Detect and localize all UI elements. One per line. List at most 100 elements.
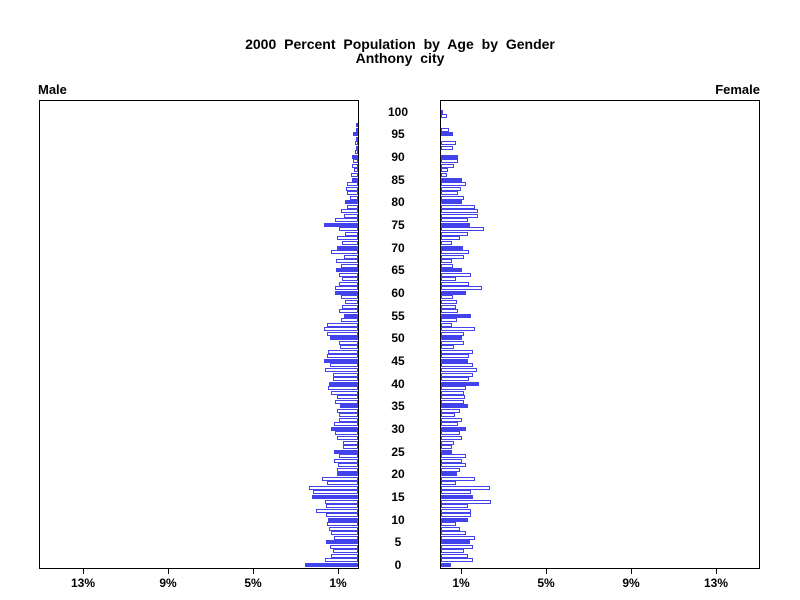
female-bar-age-31	[441, 422, 458, 427]
male-bar-age-68	[344, 254, 358, 259]
male-bar-age-3	[333, 549, 358, 554]
male-bar-age-2	[331, 553, 358, 558]
female-bar-age-63	[441, 277, 456, 282]
female-bar-age-8	[441, 526, 460, 531]
male-bar-age-67	[336, 259, 358, 264]
female-bar-age-36	[441, 399, 464, 404]
female-bar-age-88	[441, 163, 454, 168]
male-bar-age-0	[305, 563, 358, 567]
male-bar-age-32	[339, 417, 358, 422]
female-bar-age-83	[441, 186, 461, 191]
male-bar-age-51	[327, 331, 358, 336]
male-bar-age-58	[345, 299, 358, 304]
male-bar-age-41	[333, 377, 358, 382]
male-bar-age-15	[312, 494, 358, 499]
male-bar-age-17	[309, 485, 358, 490]
female-panel-label: Female	[715, 82, 760, 97]
male-bar-age-33	[339, 413, 358, 418]
female-bar-age-69	[441, 250, 469, 255]
age-tick-label-85: 85	[391, 172, 405, 187]
female-bar-age-49	[441, 340, 464, 345]
female-bar-age-14	[441, 499, 491, 504]
male-bar-age-69	[331, 250, 358, 255]
male-bar-age-48	[340, 345, 358, 350]
male-bar-age-77	[344, 213, 358, 218]
male-bar-age-72	[337, 236, 358, 241]
male-bar-age-64	[339, 272, 358, 277]
female-bar-age-25	[441, 449, 452, 454]
female-bar-age-60	[441, 290, 466, 295]
female-tick-label-1: 1%	[452, 576, 470, 590]
female-bar-age-30	[441, 426, 466, 431]
female-bar-age-62	[441, 281, 469, 286]
male-bar-age-83	[346, 186, 358, 191]
female-bar-age-2	[441, 553, 468, 558]
age-tick-label-10: 10	[391, 512, 405, 527]
male-bar-age-35	[340, 404, 358, 409]
male-bar-age-8	[329, 526, 358, 531]
male-bar-age-55	[344, 313, 358, 318]
female-bar-age-4	[441, 544, 473, 549]
male-bar-age-4	[330, 544, 358, 549]
female-bar-age-80	[441, 200, 462, 205]
male-bar-age-7	[331, 531, 358, 536]
female-bar-age-58	[441, 299, 457, 304]
male-bar-age-52	[324, 327, 358, 332]
male-bar-age-5	[326, 540, 358, 545]
age-tick-label-35: 35	[391, 399, 405, 414]
male-bar-age-13	[326, 504, 358, 509]
male-tick-mark-9	[168, 569, 169, 574]
female-bar-age-74	[441, 227, 484, 232]
female-bar-age-34	[441, 408, 460, 413]
female-bar-age-19	[441, 476, 475, 481]
female-bar-age-12	[441, 508, 471, 513]
male-bar-age-26	[343, 445, 358, 450]
female-bar-age-65	[441, 268, 462, 273]
male-bar-age-85	[352, 177, 358, 182]
male-bar-age-27	[343, 440, 358, 445]
female-bar-age-48	[441, 345, 454, 350]
female-bar-age-79	[441, 204, 475, 209]
age-tick-label-40: 40	[391, 376, 405, 391]
male-bar-age-29	[335, 431, 358, 436]
male-bar-age-38	[331, 390, 358, 395]
male-bar-age-39	[328, 386, 358, 391]
female-bar-age-23	[441, 458, 462, 463]
male-bar-age-56	[339, 309, 358, 314]
female-bar-age-44	[441, 363, 473, 368]
female-bar-age-85	[441, 177, 462, 182]
male-bar-age-46	[327, 354, 358, 359]
female-bar-age-43	[441, 367, 477, 372]
male-bar-age-59	[341, 295, 358, 300]
age-tick-label-90: 90	[391, 149, 405, 164]
female-bar-age-40	[441, 381, 479, 386]
female-bar-age-72	[441, 236, 460, 241]
female-bar-age-3	[441, 549, 464, 554]
female-bar-age-51	[441, 331, 464, 336]
male-bar-age-22	[338, 463, 358, 468]
female-tick-mark-5	[546, 569, 547, 574]
male-bar-age-71	[342, 241, 358, 245]
age-tick-label-45: 45	[391, 353, 405, 368]
male-bar-age-62	[339, 281, 358, 286]
female-bar-age-32	[441, 417, 462, 422]
female-bar-age-86	[441, 172, 447, 177]
female-bar-age-67	[441, 259, 452, 264]
male-bar-age-25	[334, 449, 358, 454]
age-tick-label-20: 20	[391, 467, 405, 482]
female-bar-age-90	[441, 154, 458, 159]
age-tick-label-25: 25	[391, 444, 405, 459]
chart-title: 2000 Percent Population by Age by Gender	[245, 36, 555, 52]
female-bar-age-41	[441, 377, 469, 382]
age-tick-label-80: 80	[391, 195, 405, 210]
female-tick-mark-1	[461, 569, 462, 574]
age-tick-label-55: 55	[391, 308, 405, 323]
female-bar-age-99	[441, 114, 447, 119]
male-bar-age-19	[322, 476, 358, 481]
female-bar-age-0	[441, 563, 451, 567]
female-tick-mark-9	[631, 569, 632, 574]
male-bar-age-86	[351, 172, 358, 177]
female-bar-age-37	[441, 395, 465, 400]
male-bar-age-47	[328, 349, 358, 354]
male-bar-age-94	[356, 136, 358, 141]
